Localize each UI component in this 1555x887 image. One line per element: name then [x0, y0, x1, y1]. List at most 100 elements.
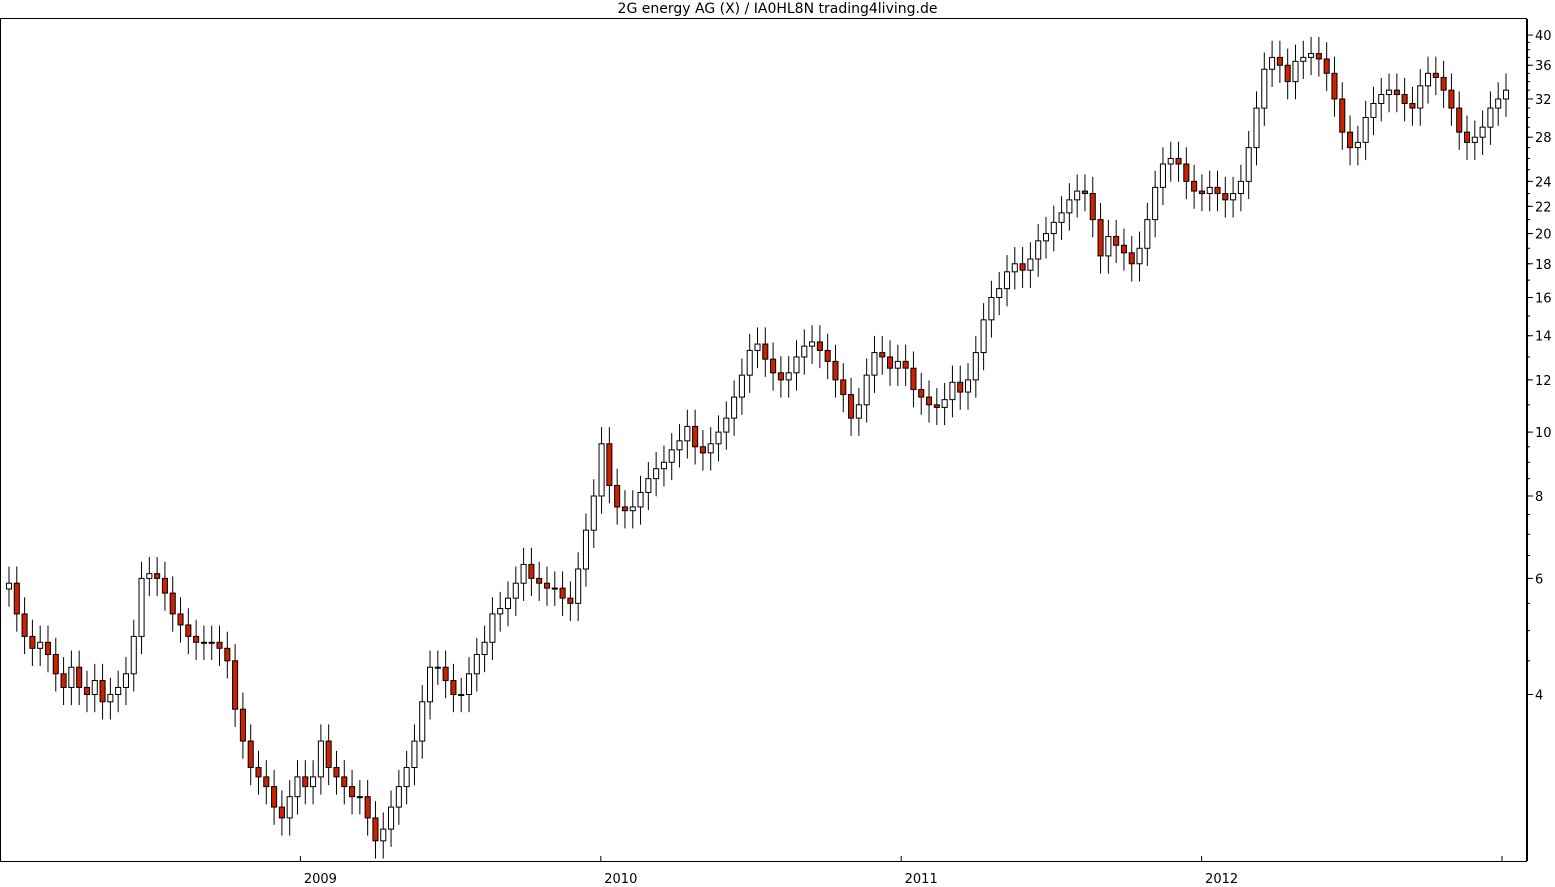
- candle-body: [762, 343, 769, 360]
- candle-body: [1284, 64, 1291, 83]
- candle-body: [1261, 68, 1268, 109]
- candles-layer: [5, 36, 1510, 859]
- candle-body: [738, 374, 745, 398]
- y-tick-label: 6: [1535, 572, 1543, 587]
- candle-body: [278, 806, 285, 819]
- candle-body: [957, 381, 964, 393]
- candle-body: [941, 399, 948, 408]
- candle-body: [349, 786, 356, 798]
- x-tick-label: 2009: [304, 872, 337, 887]
- candle-body: [676, 440, 683, 451]
- candle-body: [1089, 193, 1096, 221]
- candle-body: [1003, 271, 1011, 290]
- candle-body: [465, 673, 473, 696]
- candle-body: [793, 356, 800, 374]
- candle-body: [731, 396, 738, 419]
- candle-body: [395, 786, 402, 808]
- candle-body: [1159, 163, 1166, 188]
- candle-body: [52, 653, 59, 675]
- candle-body: [325, 740, 332, 769]
- candle-body: [1222, 193, 1229, 201]
- candle-body: [5, 582, 13, 590]
- candle-body: [964, 379, 972, 393]
- candle-body: [44, 641, 52, 655]
- y-tick-label: 32: [1535, 93, 1552, 108]
- candle-body: [512, 582, 519, 599]
- candle-body: [1386, 89, 1393, 96]
- candle-body: [1035, 240, 1042, 260]
- candle-body: [302, 776, 309, 788]
- candle-body: [271, 786, 278, 808]
- candle-body: [1308, 53, 1315, 58]
- candle-body: [388, 806, 395, 830]
- candle-body: [660, 461, 667, 470]
- candle-body: [356, 796, 363, 799]
- candle-body: [551, 587, 558, 590]
- candle-body: [621, 506, 628, 512]
- candle-body: [497, 608, 504, 615]
- candle-body: [263, 776, 270, 788]
- candle-body: [887, 356, 894, 369]
- candle-body: [520, 563, 527, 584]
- candle-body: [37, 641, 44, 649]
- candle-body: [1471, 136, 1478, 143]
- candle-body: [473, 653, 480, 675]
- candle-body: [933, 404, 940, 408]
- candle-body: [1191, 180, 1198, 192]
- candle-body: [29, 635, 36, 649]
- x-tick-label: 2012: [1205, 872, 1238, 887]
- candle-body: [684, 425, 691, 442]
- candle-body: [1276, 56, 1283, 66]
- candle-body: [403, 767, 410, 788]
- candle-body: [122, 673, 129, 688]
- y-tick-label: 22: [1535, 200, 1552, 215]
- y-tick-label: 40: [1535, 29, 1552, 44]
- candle-body: [154, 573, 161, 579]
- y-tick-label: 10: [1535, 426, 1552, 441]
- candle-body: [1042, 233, 1050, 242]
- candle-body: [1152, 186, 1159, 221]
- candle-body: [949, 381, 956, 401]
- candle-body: [848, 394, 855, 419]
- candle-body: [715, 431, 722, 445]
- candle-body: [60, 673, 67, 688]
- candle-body: [200, 641, 207, 644]
- candle-body: [1206, 186, 1213, 195]
- candle-body: [770, 358, 777, 374]
- candle-body: [504, 597, 512, 610]
- candle-body: [637, 491, 644, 508]
- candle-body: [1393, 89, 1400, 96]
- candle-body: [372, 817, 379, 842]
- candle-body: [832, 360, 839, 381]
- candle-body: [879, 352, 886, 358]
- candle-body: [536, 577, 543, 584]
- candle-body: [988, 296, 995, 321]
- candle-body: [1074, 190, 1081, 201]
- candle-body: [107, 694, 114, 703]
- candle-body: [1253, 107, 1260, 149]
- y-tick-label: 36: [1535, 59, 1552, 74]
- candle-body: [13, 582, 20, 615]
- candle-body: [824, 349, 831, 362]
- y-tick-label: 8: [1535, 490, 1543, 505]
- candle-body: [341, 776, 348, 788]
- candle-body: [567, 597, 574, 604]
- candle-body: [216, 641, 223, 649]
- candle-body: [426, 666, 434, 703]
- candle-body: [543, 582, 551, 589]
- candle-body: [481, 641, 488, 655]
- candle-body: [68, 666, 75, 688]
- candle-body: [629, 506, 636, 512]
- candle-body: [442, 666, 449, 682]
- candle-body: [692, 425, 699, 448]
- candle-body: [1424, 72, 1432, 87]
- candle-body: [855, 404, 862, 419]
- candle-body: [668, 449, 675, 463]
- candle-body: [863, 374, 870, 406]
- candle-body: [232, 660, 239, 710]
- candle-body: [1105, 235, 1112, 257]
- candle-body: [1292, 60, 1299, 83]
- y-tick-label: 20: [1535, 228, 1552, 243]
- candle-body: [1167, 157, 1174, 165]
- candle-body: [411, 740, 418, 769]
